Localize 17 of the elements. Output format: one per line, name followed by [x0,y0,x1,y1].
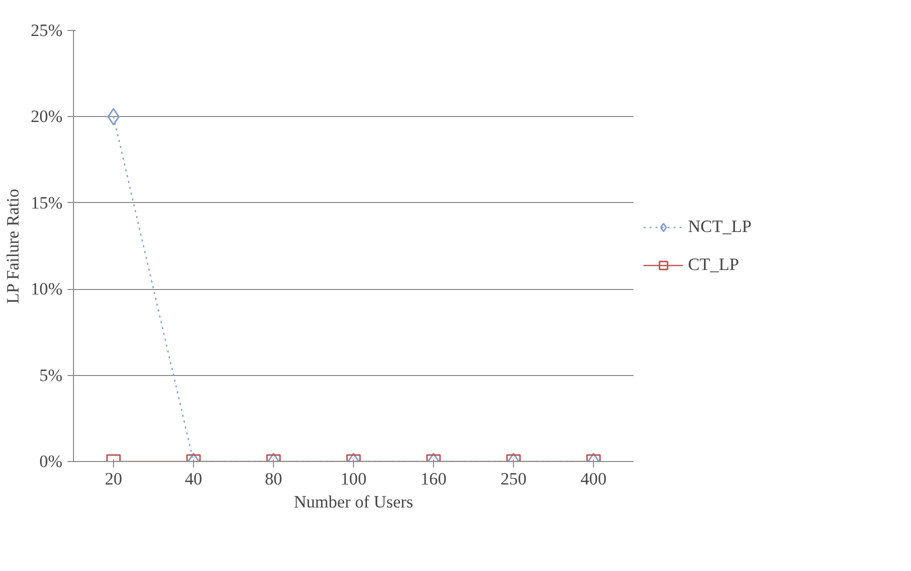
x-tick-label: 160 [420,470,447,488]
legend-label: CT_LP [688,254,740,274]
legend-label: NCT_LP [688,216,753,236]
y-tick-label: 25% [30,21,63,40]
y-axis-title: LP Failure Ratio [4,188,23,304]
x-tick-label: 100 [340,470,367,488]
y-tick-label: 0% [39,452,63,471]
x-tick-label: 400 [580,470,607,488]
y-tick-label: 5% [39,366,63,385]
x-tick-label: 40 [184,470,202,488]
y-tick-label: 20% [30,107,63,126]
x-tick-label: 250 [500,470,527,488]
x-axis-title: Number of Users [294,492,414,512]
y-tick-label: 10% [30,280,63,299]
y-tick-label: 15% [30,193,63,212]
x-tick-label: 20 [104,470,122,488]
x-tick-label: 80 [264,470,282,488]
